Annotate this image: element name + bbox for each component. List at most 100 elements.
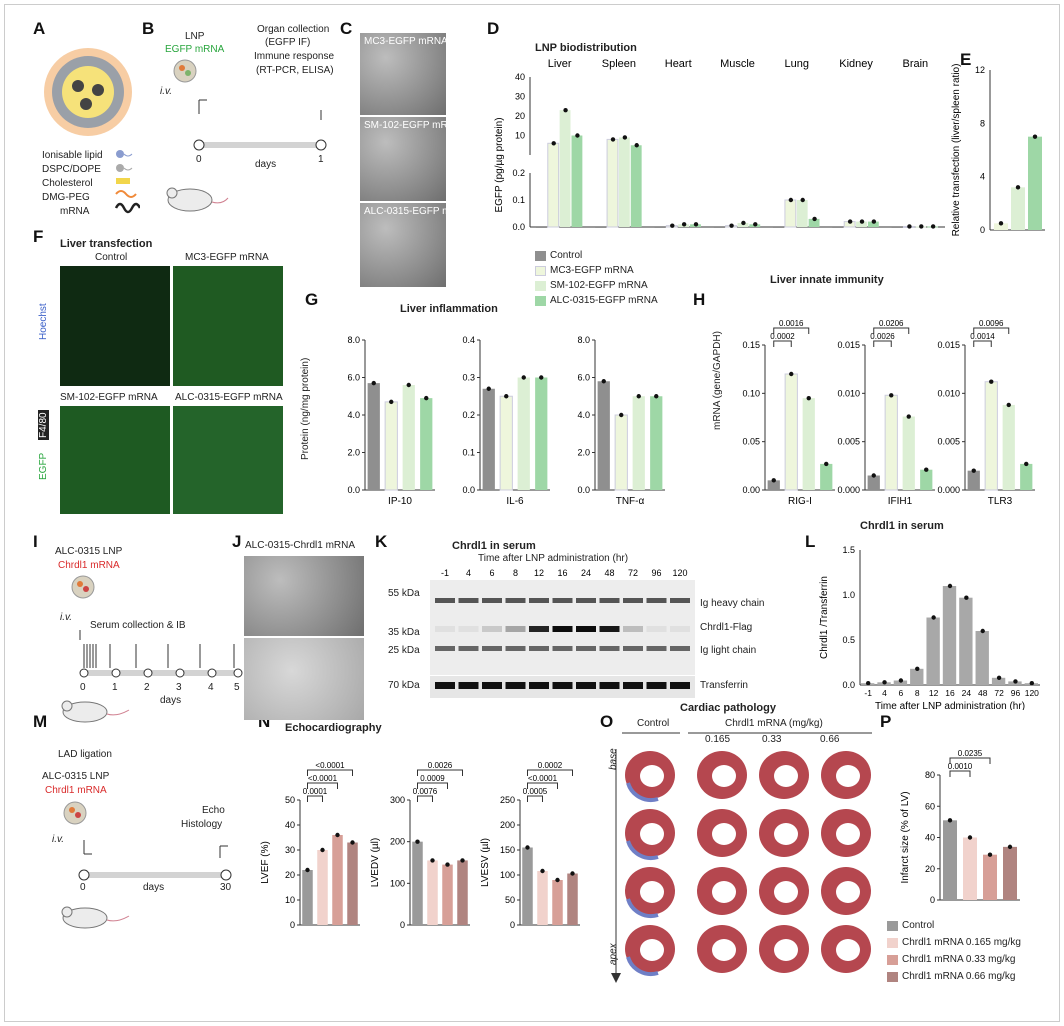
y-tick-label: 50: [505, 895, 515, 905]
significance-bracket: [873, 340, 892, 347]
lane-label: 72: [628, 568, 638, 578]
chart-e-liver-spleen-ratio: 0 4 8 12 Relative transfection (liver/spleen…: [951, 64, 1045, 236]
infarct-region: [626, 898, 659, 919]
heart-lumen: [712, 939, 736, 961]
o-group: Chrdl1 mRNA (mg/kg): [725, 718, 823, 729]
x-tick-label: 72: [994, 688, 1004, 698]
data-point: [575, 133, 580, 138]
k-marker-55: 55 kDa: [388, 588, 420, 599]
y-label: LVEF (%): [260, 841, 271, 884]
data-point: [931, 615, 936, 620]
y-tick-label: 6.0: [577, 373, 590, 383]
data-point: [753, 222, 758, 227]
y-tick-label: 0.0: [577, 485, 590, 495]
p-value: 0.0014: [970, 332, 995, 341]
data-point: [460, 858, 465, 863]
b-lnp-label: LNP: [185, 31, 205, 42]
p-value: 0.0005: [523, 787, 548, 796]
x-tick-label: 48: [978, 688, 988, 698]
bar: [983, 854, 997, 900]
y-tick-label: 1.5: [842, 545, 855, 555]
j-image-bottom: [244, 638, 364, 720]
data-point: [693, 222, 699, 227]
bar: [942, 586, 957, 685]
i-lnp: ALC-0315 LNP: [55, 546, 123, 557]
significance-bracket: [973, 340, 992, 347]
bar: [975, 631, 989, 685]
data-point: [729, 223, 734, 228]
data-point: [1024, 461, 1029, 467]
panel-letter-e: E: [960, 50, 972, 69]
k-band-chrdl1: Chrdl1-Flag: [700, 622, 753, 633]
p-value: 0.0206: [879, 319, 904, 328]
y-tick-label: 0.0: [512, 222, 525, 232]
band-transferrin: [623, 682, 643, 689]
band-chrdl1: [599, 626, 620, 632]
significance-bracket: [873, 327, 910, 334]
data-point: [654, 394, 659, 399]
y-tick-label: 0.015: [837, 340, 860, 350]
b-tick-0: 0: [196, 154, 202, 165]
data-point: [670, 223, 675, 228]
i-tick-4: 4: [208, 682, 214, 693]
bar: [767, 480, 780, 490]
m-lnp: ALC-0315 LNP: [42, 771, 110, 782]
bar: [618, 137, 630, 227]
y-tick-label: 0.00: [742, 485, 760, 495]
bar: [893, 680, 908, 685]
o-title: Cardiac pathology: [680, 702, 776, 714]
data-point: [824, 461, 829, 467]
bar: [891, 227, 903, 228]
x-label: IFIH1: [888, 496, 913, 507]
o-header-lines: [622, 732, 872, 734]
f-col-mc3: MC3-EGFP mRNA: [185, 252, 269, 263]
band-chrdl1: [670, 626, 690, 632]
data-point: [919, 224, 924, 229]
y-tick-label: 1.0: [842, 590, 855, 600]
data-point: [681, 222, 687, 227]
x-tick-label: 96: [1011, 688, 1021, 698]
significance-bracket: [307, 769, 353, 776]
c-image-mc3: MC3-EGFP mRNA: [360, 33, 446, 115]
o-dose-0165: 0.165: [705, 734, 731, 745]
y-tick-label: 40: [515, 72, 525, 82]
lane-label: 24: [581, 568, 591, 578]
y-tick-label: 20: [285, 870, 295, 880]
bar: [402, 385, 415, 490]
x-label: IL-6: [506, 496, 524, 507]
c-image-alc0315: ALC-0315-EGFP mRNA: [360, 203, 446, 287]
b-event4: (RT-PCR, ELISA): [256, 65, 334, 76]
data-point: [889, 393, 894, 398]
band-transferrin: [552, 682, 573, 689]
data-point: [320, 847, 325, 853]
lane-label: 120: [672, 568, 687, 578]
i-timeline: [79, 630, 243, 678]
category-label: Liver: [548, 58, 572, 70]
mouse-icon-b: [166, 187, 229, 212]
band-chrdl1: [646, 626, 667, 632]
m-route: i.v.: [52, 834, 65, 845]
bar: [606, 138, 619, 228]
y-tick-label: 2.0: [347, 448, 360, 458]
panel-letter-j: J: [232, 532, 242, 551]
f-stain-f480: F4/80: [38, 410, 49, 440]
legend-dspc-dope: DSPC/DOPE: [42, 164, 101, 175]
data-point: [415, 839, 420, 844]
bar: [1011, 187, 1025, 230]
heart-lumen: [836, 765, 860, 787]
h-title: Liver innate immunity: [770, 274, 884, 286]
y-tick-label: 40: [925, 833, 935, 843]
i-route: i.v.: [60, 612, 73, 623]
x-tick-label: -1: [864, 688, 872, 698]
band-chrdl1: [529, 626, 549, 632]
x-tick-label: 24: [962, 688, 972, 698]
k-marker-25: 25 kDa: [388, 645, 420, 656]
data-point: [610, 137, 616, 142]
category-label: Muscle: [720, 58, 755, 70]
category-label: Brain: [903, 58, 929, 70]
bar: [614, 414, 628, 491]
band-transferrin: [646, 682, 667, 689]
band-light-chain: [505, 646, 526, 651]
band-light-chain: [623, 646, 643, 651]
y-tick-label: 4.0: [577, 410, 590, 420]
